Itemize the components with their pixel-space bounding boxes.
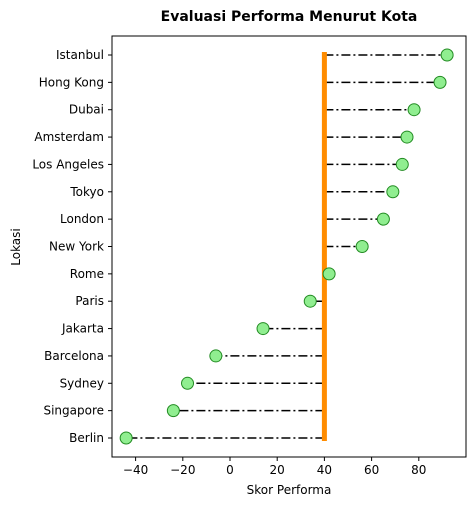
y-tick-label: New York bbox=[49, 240, 104, 254]
y-tick-label: Los Angeles bbox=[32, 157, 104, 171]
data-point bbox=[440, 48, 454, 62]
data-point bbox=[400, 130, 414, 144]
data-point bbox=[166, 404, 180, 418]
plot-area: Berlin Singapore Sydney Barcelona Jakarta Par… bbox=[32, 48, 454, 477]
y-tick-label: Rome bbox=[70, 267, 104, 281]
x-tick-label: 60 bbox=[364, 463, 379, 477]
plot-frame bbox=[111, 35, 467, 458]
data-point bbox=[407, 103, 421, 117]
x-tick-label: 80 bbox=[411, 463, 426, 477]
y-tick-label: Sydney bbox=[60, 376, 104, 390]
y-tick-label: Hong Kong bbox=[39, 75, 104, 89]
y-tick-label: Jakarta bbox=[61, 322, 104, 336]
y-tick-label: Istanbul bbox=[56, 48, 104, 62]
y-tick-label: Berlin bbox=[69, 431, 104, 445]
y-tick-label: Tokyo bbox=[69, 185, 104, 199]
x-tick-label: 40 bbox=[317, 463, 332, 477]
data-point bbox=[386, 185, 400, 199]
data-point bbox=[322, 267, 336, 281]
y-tick-label: Paris bbox=[75, 294, 104, 308]
data-point bbox=[209, 349, 223, 363]
y-tick-label: London bbox=[60, 212, 104, 226]
data-point bbox=[376, 212, 390, 226]
data-point bbox=[303, 294, 317, 308]
x-tick-label: −40 bbox=[123, 463, 148, 477]
x-axis-label: Skor Performa bbox=[247, 483, 332, 497]
x-tick-label: −20 bbox=[170, 463, 195, 477]
y-tick-label: Singapore bbox=[43, 404, 104, 418]
y-tick-label: Amsterdam bbox=[34, 130, 104, 144]
data-point bbox=[256, 322, 270, 336]
data-point bbox=[395, 157, 409, 171]
y-tick-label: Barcelona bbox=[44, 349, 104, 363]
data-point bbox=[355, 240, 369, 253]
x-tick-label: 0 bbox=[226, 463, 234, 477]
data-point bbox=[119, 431, 133, 445]
chart-title: Evaluasi Performa Menurut Kota bbox=[161, 9, 418, 25]
data-point bbox=[433, 75, 447, 89]
data-point bbox=[181, 376, 195, 390]
y-axis-label: Lokasi bbox=[9, 228, 23, 266]
x-tick-label: 20 bbox=[270, 463, 285, 477]
y-tick-label: Dubai bbox=[69, 103, 104, 117]
